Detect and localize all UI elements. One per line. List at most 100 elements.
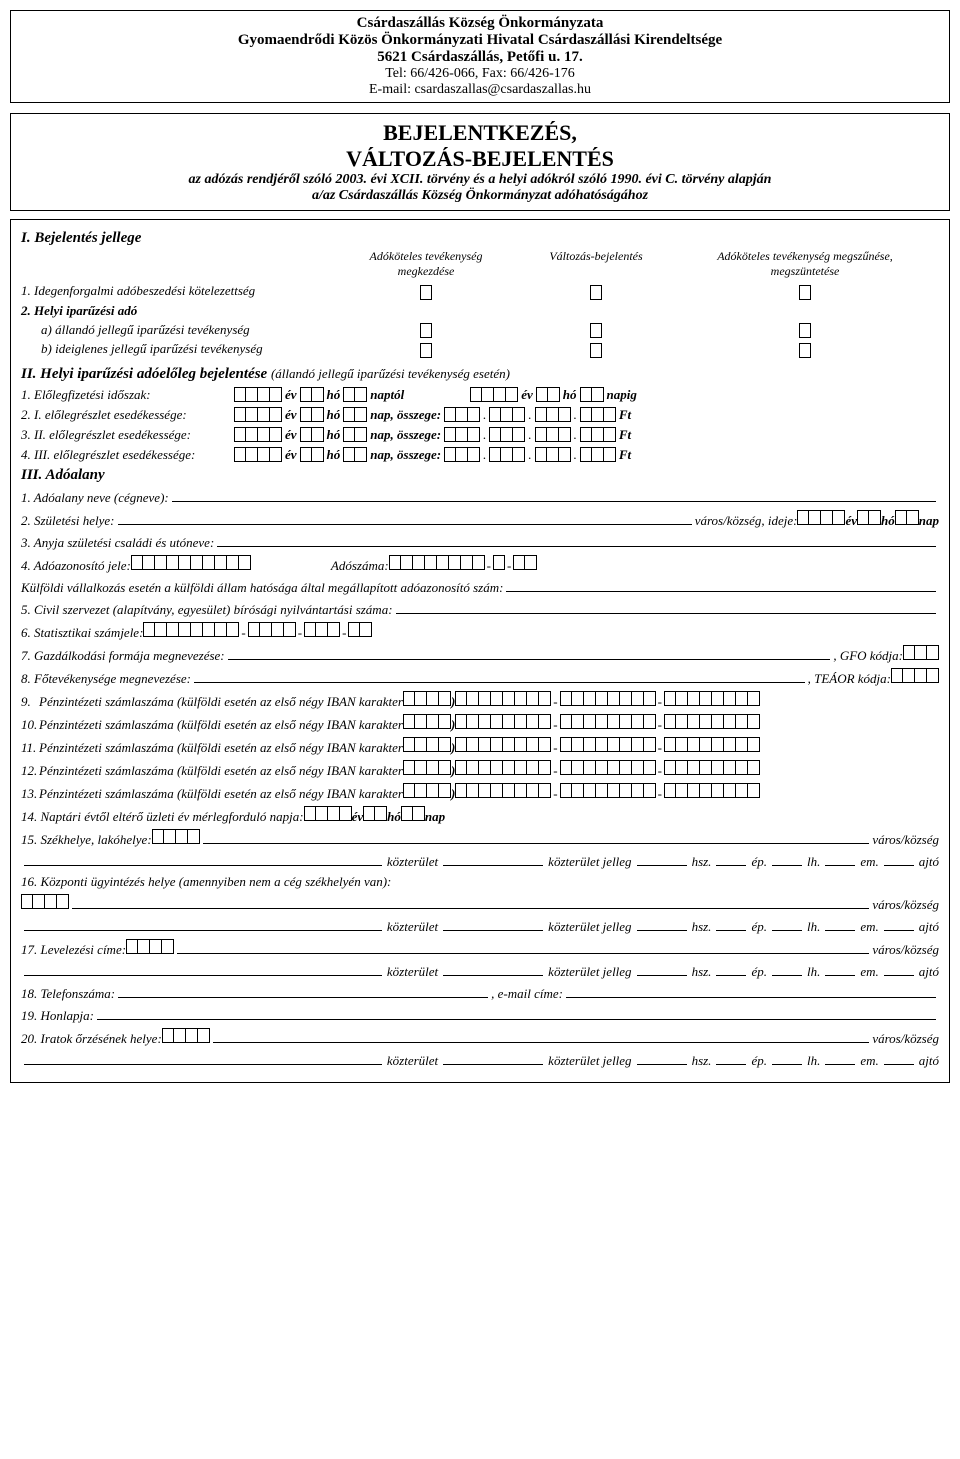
ajto-input[interactable] — [884, 852, 914, 866]
bank-input[interactable] — [664, 737, 760, 752]
bank-input[interactable] — [560, 691, 656, 706]
name-input[interactable] — [172, 488, 936, 502]
street-type-input[interactable] — [443, 917, 543, 931]
amount-input[interactable] — [444, 407, 480, 422]
city-input[interactable] — [213, 1029, 870, 1043]
phone-input[interactable] — [118, 984, 488, 998]
street-type-input[interactable] — [443, 1051, 543, 1065]
bank-input[interactable] — [455, 760, 551, 775]
zip-input[interactable] — [21, 894, 69, 909]
bank-input[interactable] — [560, 760, 656, 775]
month-input[interactable] — [363, 806, 387, 821]
street-input[interactable] — [24, 917, 382, 931]
amount-input[interactable] — [580, 407, 616, 422]
city-input[interactable] — [203, 830, 870, 844]
amount-input[interactable] — [535, 427, 571, 442]
day-input[interactable] — [895, 510, 919, 525]
month-input[interactable] — [300, 447, 324, 462]
bank-input[interactable] — [403, 691, 451, 706]
bank-input[interactable] — [664, 783, 760, 798]
tax-num-input[interactable] — [493, 555, 505, 570]
day-input[interactable] — [580, 387, 604, 402]
gfo-input[interactable] — [903, 645, 939, 660]
year-input[interactable] — [234, 407, 282, 422]
em-input[interactable] — [825, 1051, 855, 1065]
lh-input[interactable] — [772, 962, 802, 976]
lh-input[interactable] — [772, 852, 802, 866]
zip-input[interactable] — [162, 1028, 210, 1043]
tax-num-input[interactable] — [389, 555, 485, 570]
day-input[interactable] — [343, 387, 367, 402]
year-input[interactable] — [234, 447, 282, 462]
month-input[interactable] — [857, 510, 881, 525]
zip-input[interactable] — [152, 829, 200, 844]
month-input[interactable] — [536, 387, 560, 402]
year-input[interactable] — [470, 387, 518, 402]
bank-input[interactable] — [455, 691, 551, 706]
mother-name-input[interactable] — [217, 533, 936, 547]
em-input[interactable] — [825, 917, 855, 931]
bank-input[interactable] — [664, 691, 760, 706]
amount-input[interactable] — [535, 407, 571, 422]
em-input[interactable] — [825, 962, 855, 976]
amount-input[interactable] — [444, 447, 480, 462]
bank-input[interactable] — [403, 760, 451, 775]
day-input[interactable] — [343, 407, 367, 422]
checkbox[interactable] — [420, 323, 432, 338]
bank-input[interactable] — [560, 714, 656, 729]
day-input[interactable] — [401, 806, 425, 821]
teaor-input[interactable] — [891, 668, 939, 683]
year-input[interactable] — [234, 427, 282, 442]
checkbox[interactable] — [590, 285, 602, 300]
day-input[interactable] — [343, 427, 367, 442]
em-input[interactable] — [825, 852, 855, 866]
street-input[interactable] — [24, 962, 382, 976]
ep-input[interactable] — [716, 917, 746, 931]
checkbox[interactable] — [799, 285, 811, 300]
civil-reg-input[interactable] — [396, 600, 936, 614]
month-input[interactable] — [300, 387, 324, 402]
email-input[interactable] — [566, 984, 936, 998]
ep-input[interactable] — [716, 852, 746, 866]
stat-input[interactable] — [143, 622, 239, 637]
stat-input[interactable] — [348, 622, 372, 637]
zip-input[interactable] — [126, 939, 174, 954]
stat-input[interactable] — [304, 622, 340, 637]
ajto-input[interactable] — [884, 1051, 914, 1065]
street-type-input[interactable] — [443, 852, 543, 866]
checkbox[interactable] — [590, 343, 602, 358]
bank-input[interactable] — [455, 714, 551, 729]
amount-input[interactable] — [535, 447, 571, 462]
year-input[interactable] — [304, 806, 352, 821]
ep-input[interactable] — [716, 962, 746, 976]
tax-num-input[interactable] — [513, 555, 537, 570]
amount-input[interactable] — [489, 427, 525, 442]
bank-input[interactable] — [560, 737, 656, 752]
bank-input[interactable] — [664, 760, 760, 775]
amount-input[interactable] — [489, 447, 525, 462]
website-input[interactable] — [97, 1006, 936, 1020]
bank-input[interactable] — [560, 783, 656, 798]
tax-id-input[interactable] — [131, 555, 251, 570]
birthplace-input[interactable] — [118, 511, 692, 525]
hsz-input[interactable] — [637, 1051, 687, 1065]
lh-input[interactable] — [772, 917, 802, 931]
fotev-input[interactable] — [194, 669, 805, 683]
checkbox[interactable] — [420, 285, 432, 300]
checkbox[interactable] — [420, 343, 432, 358]
checkbox[interactable] — [590, 323, 602, 338]
ep-input[interactable] — [716, 1051, 746, 1065]
year-input[interactable] — [234, 387, 282, 402]
bank-input[interactable] — [455, 737, 551, 752]
city-input[interactable] — [72, 895, 869, 909]
street-input[interactable] — [24, 852, 382, 866]
ajto-input[interactable] — [884, 917, 914, 931]
year-input[interactable] — [797, 510, 845, 525]
month-input[interactable] — [300, 407, 324, 422]
hsz-input[interactable] — [637, 962, 687, 976]
foreign-taxid-input[interactable] — [506, 578, 936, 592]
hsz-input[interactable] — [637, 917, 687, 931]
amount-input[interactable] — [580, 447, 616, 462]
street-input[interactable] — [24, 1051, 382, 1065]
ajto-input[interactable] — [884, 962, 914, 976]
